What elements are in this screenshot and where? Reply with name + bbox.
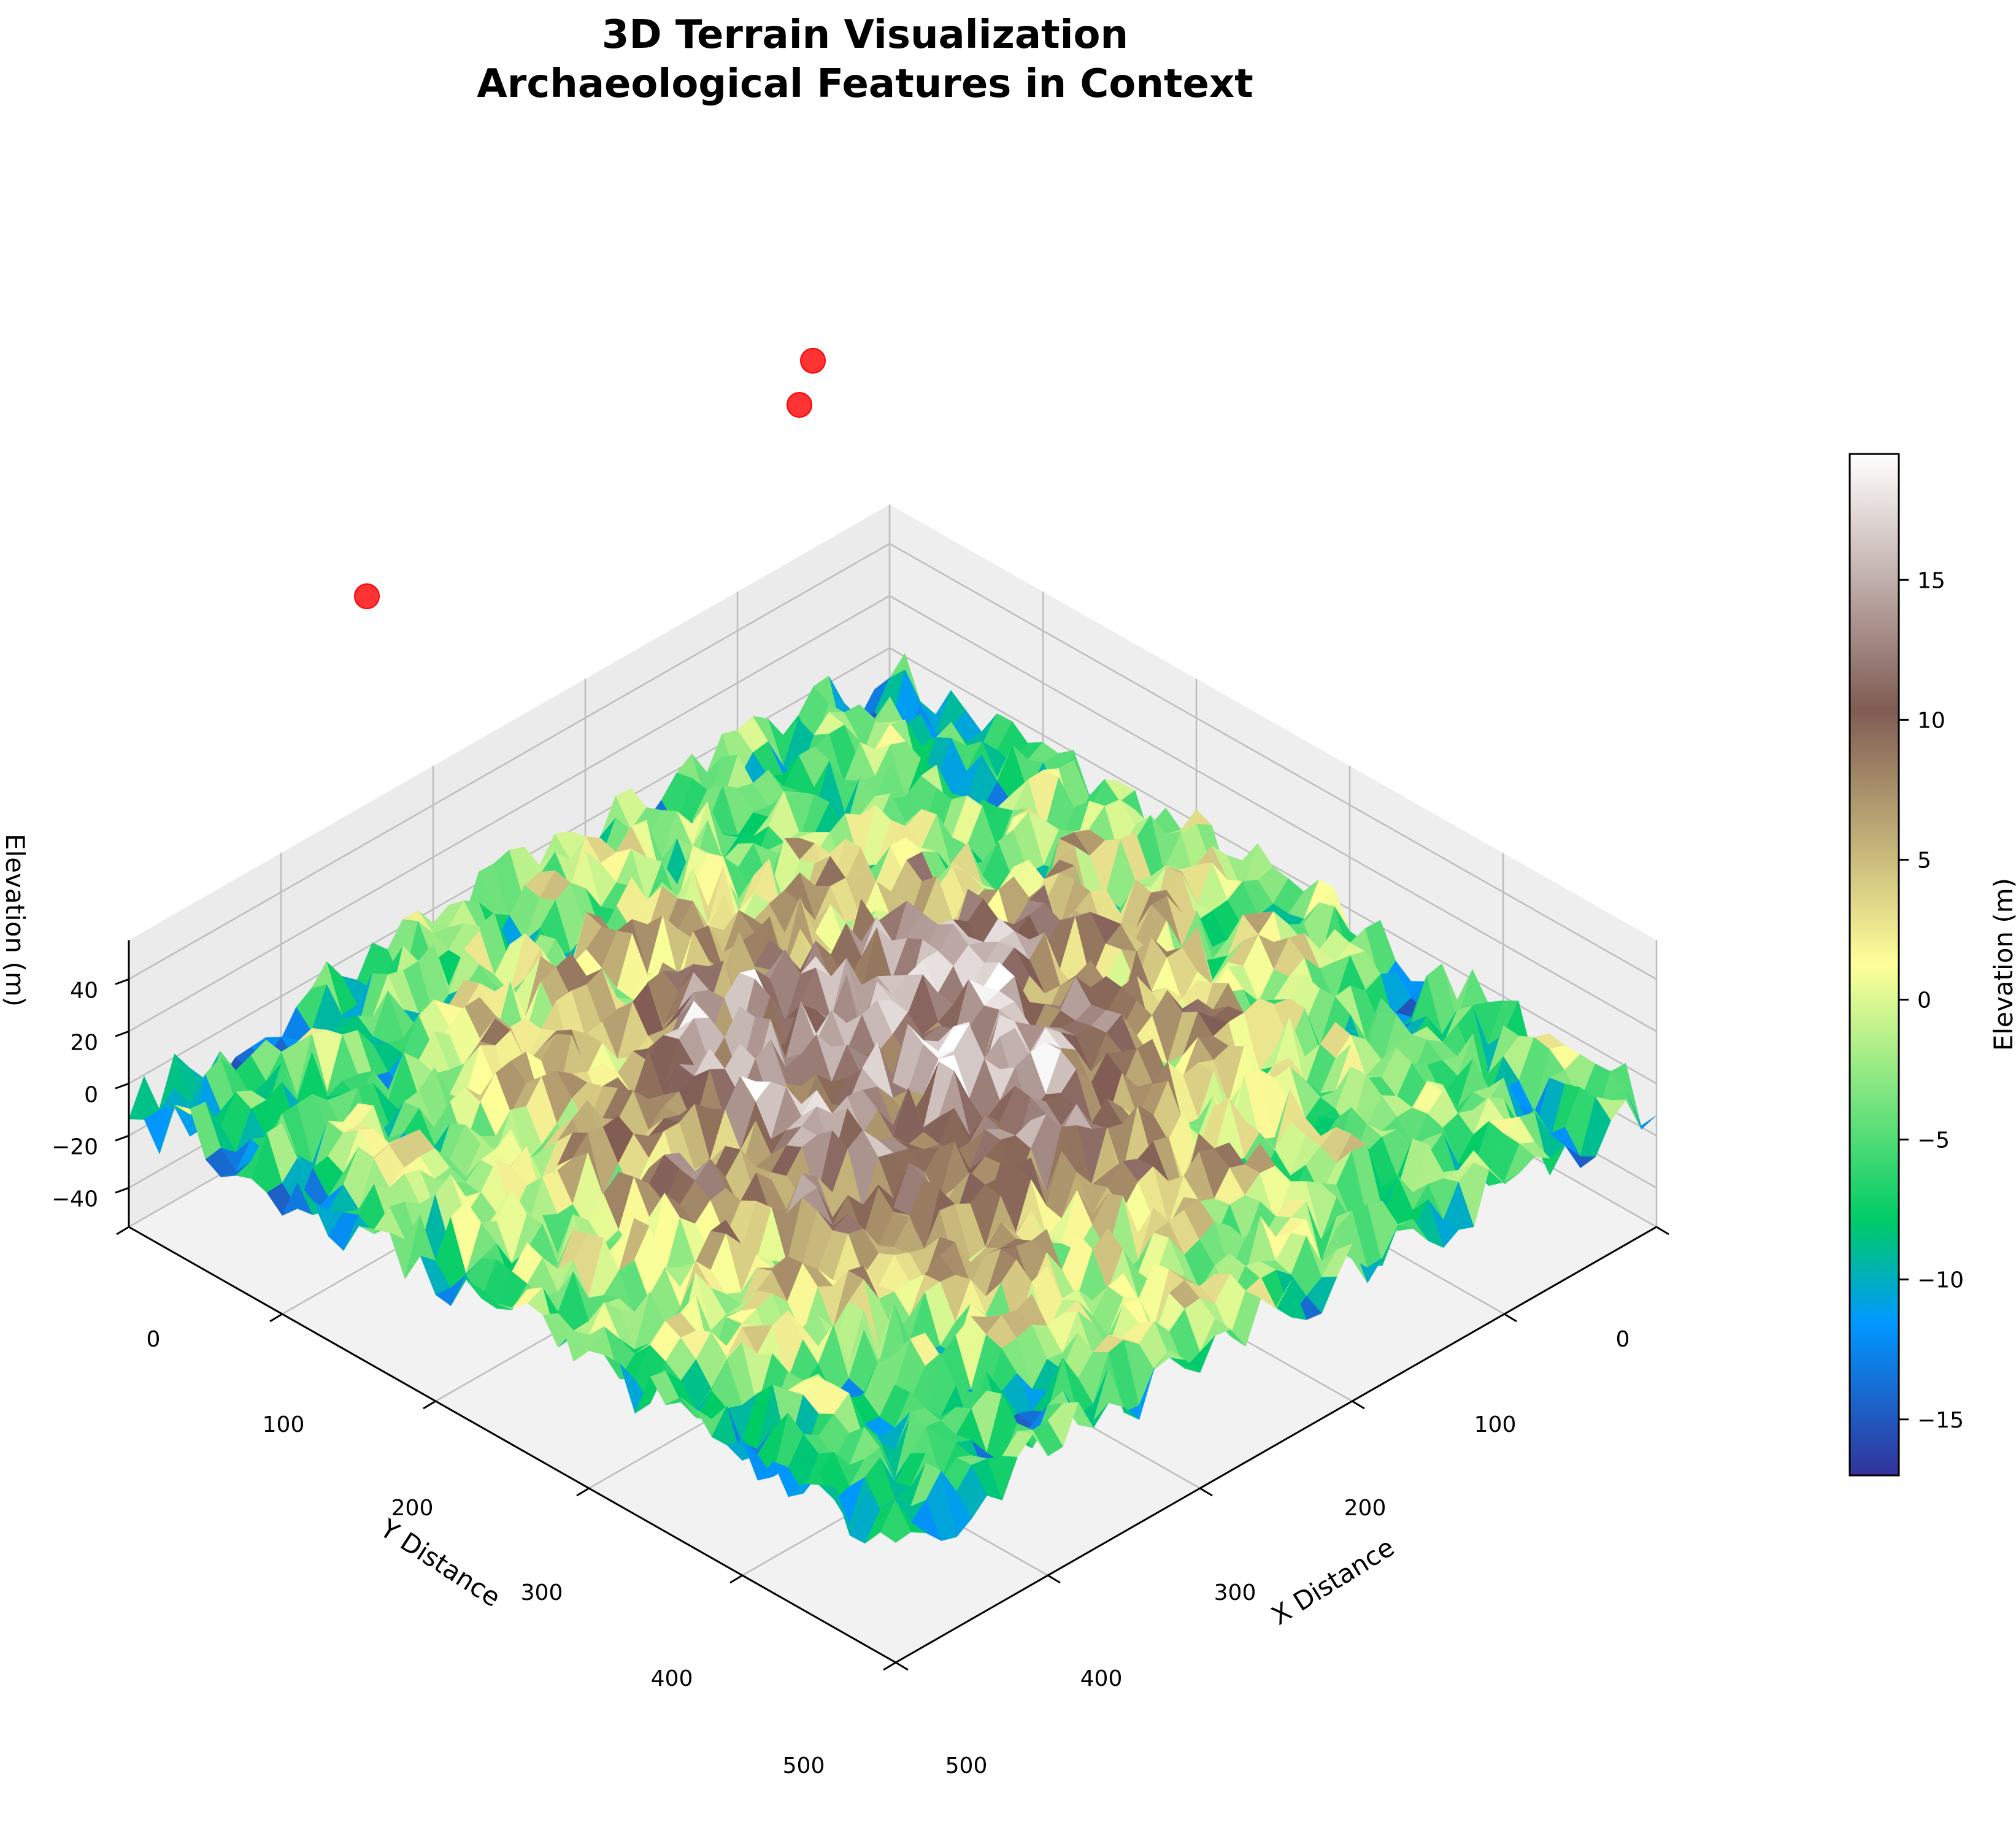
x-tick-mark <box>1352 1400 1365 1410</box>
z-tick-mark <box>115 1134 129 1142</box>
surface-cell <box>880 1499 912 1543</box>
x-tick-mark <box>1504 1313 1517 1323</box>
y-tick-label: 0 <box>147 1327 161 1352</box>
y-tick-mark <box>116 1226 129 1236</box>
wall-grid-line <box>128 543 890 980</box>
y-tick-label: 100 <box>263 1412 305 1437</box>
wall-grid-line <box>889 595 1657 1032</box>
feature-marker <box>354 583 380 609</box>
z-tick-mark <box>115 1186 129 1194</box>
wall-grid-line <box>889 647 1657 1085</box>
x-tick-label: 0 <box>1616 1327 1630 1352</box>
z-axis-label: Elevation (m) <box>0 834 30 1007</box>
x-axis-line <box>895 1226 1657 1664</box>
colorbar-tick-label: 15 <box>1917 568 1945 593</box>
colorbar-tick-label: 5 <box>1917 848 1931 873</box>
y-axis-line <box>128 1226 896 1664</box>
axis-lines: 0 100 200 300 400 500 0 100 200 300 400 500 −40 −20 0 2… <box>52 940 1669 1778</box>
z-tick-label: 0 <box>84 1082 98 1107</box>
z-tick-mark <box>115 1030 129 1037</box>
colorbar-tick-label: 0 <box>1917 988 1931 1013</box>
y-tick-label: 500 <box>783 1753 825 1778</box>
feature-marker <box>787 392 812 418</box>
chart-title-line-2: Archaeological Features in Context <box>477 61 1253 107</box>
y-tick-mark <box>729 1574 743 1584</box>
z-tick-label: −40 <box>52 1186 98 1212</box>
y-tick-label: 200 <box>391 1496 434 1521</box>
x-tick-mark <box>1199 1487 1213 1497</box>
x-tick-label: 400 <box>1080 1666 1123 1691</box>
y-tick-mark <box>576 1487 590 1497</box>
colorbar-label: Elevation (m) <box>1988 878 2016 1051</box>
archaeological-features <box>354 348 826 609</box>
wall-grid-line <box>889 543 1657 980</box>
terrain-surface <box>128 653 1657 1544</box>
y-tick-mark <box>883 1661 896 1671</box>
x-tick-mark <box>1047 1574 1061 1584</box>
colorbar-ticks: −15 −10 −5 0 5 10 15 <box>1899 568 1964 1433</box>
y-axis-label: Y Distance <box>374 1513 506 1613</box>
wall-grid-line <box>128 595 890 1032</box>
colorbar-tick-label: 10 <box>1917 708 1945 733</box>
x-axis-label: X Distance <box>1266 1532 1399 1631</box>
x-tick-mark <box>1656 1226 1669 1236</box>
z-tick-label: 40 <box>70 978 98 1003</box>
y-tick-mark <box>269 1313 283 1323</box>
x-tick-mark <box>895 1661 909 1671</box>
x-tick-label: 300 <box>1214 1580 1256 1605</box>
x-tick-label: 200 <box>1344 1496 1387 1521</box>
y-tick-mark <box>423 1400 436 1410</box>
colorbar-tick-label: −10 <box>1917 1268 1964 1293</box>
z-tick-mark <box>115 978 129 985</box>
y-tick-label: 400 <box>651 1666 693 1691</box>
z-tick-label: −20 <box>52 1134 98 1159</box>
x-tick-label: 500 <box>945 1753 988 1778</box>
colorbar-tick-label: −15 <box>1917 1408 1964 1433</box>
z-tick-mark <box>115 1082 129 1090</box>
chart-title-line-1: 3D Terrain Visualization <box>602 12 1128 58</box>
colorbar-tick-label: −5 <box>1917 1128 1950 1153</box>
y-tick-label: 300 <box>521 1580 563 1605</box>
feature-marker <box>800 348 826 374</box>
x-tick-label: 100 <box>1474 1412 1517 1437</box>
z-tick-label: 20 <box>70 1030 98 1055</box>
colorbar <box>1849 453 1900 1477</box>
